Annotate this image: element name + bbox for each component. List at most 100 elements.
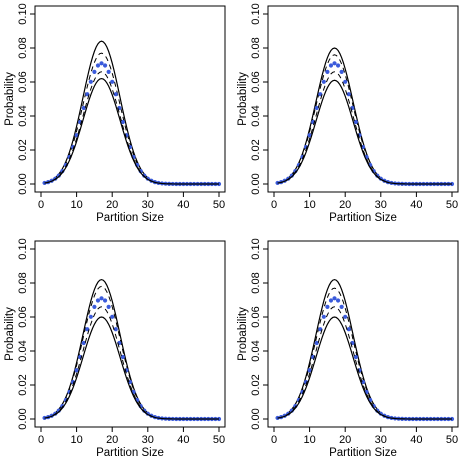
- envelope-line: [277, 316, 452, 420]
- x-axis-label: Partition Size: [329, 212, 397, 224]
- envelope-line: [277, 47, 452, 185]
- y-tick-label: 0.06: [250, 306, 262, 327]
- observed-point: [321, 79, 326, 84]
- y-axis-label: Probability: [237, 307, 249, 361]
- observed-point: [110, 314, 115, 319]
- x-tick-label: 50: [446, 434, 458, 446]
- x-tick-label: 10: [70, 199, 82, 211]
- y-axis-label: Probability: [4, 72, 16, 126]
- plot-frame: [267, 240, 459, 428]
- observed-point: [113, 92, 118, 97]
- envelope-line: [44, 316, 219, 420]
- observed-point: [321, 314, 326, 319]
- x-tick-label: 30: [375, 199, 387, 211]
- y-axis-label: Probability: [237, 72, 249, 126]
- y-tick-label: 0.00: [17, 173, 29, 194]
- observed-point: [92, 69, 97, 75]
- observed-point: [332, 61, 337, 66]
- observed-point: [335, 298, 341, 303]
- y-tick-label: 0.10: [250, 3, 262, 24]
- x-tick-label: 0: [271, 199, 277, 211]
- y-tick-label: 0.10: [250, 238, 262, 259]
- observed-point: [56, 173, 61, 178]
- chart-panel-2: 0 10 20 30 40 50 0.00 0.02 0.04 0.06 0.08 0.10 Parti…: [237, 3, 459, 224]
- observed-point: [70, 379, 76, 385]
- x-tick-label: 0: [38, 434, 44, 446]
- plot-frame: [34, 5, 226, 193]
- observed-point: [346, 92, 351, 97]
- envelope-line: [277, 278, 452, 420]
- x-tick-label: 40: [177, 434, 189, 446]
- observed-point: [99, 61, 104, 66]
- y-tick-label: 0.00: [250, 173, 262, 194]
- observed-point: [307, 368, 312, 373]
- y-tick-label: 0.08: [250, 272, 262, 293]
- envelope-line: [277, 79, 452, 185]
- y-tick-label: 0.08: [17, 37, 29, 58]
- observed-point: [106, 304, 111, 310]
- observed-point: [95, 298, 101, 303]
- y-tick-label: 0.02: [250, 139, 262, 160]
- x-tick-label: 10: [303, 434, 315, 446]
- observed-point: [102, 298, 108, 303]
- x-tick-label: 0: [38, 199, 44, 211]
- observed-point: [92, 304, 97, 310]
- x-tick-label: 20: [106, 434, 118, 446]
- dashed-line: [44, 285, 219, 420]
- x-axis-label: Partition Size: [96, 212, 164, 224]
- plot-frame: [267, 5, 459, 193]
- observed-point: [339, 69, 344, 75]
- y-tick-label: 0.04: [250, 340, 262, 361]
- observed-point: [102, 63, 108, 68]
- observed-point: [332, 296, 337, 301]
- x-tick-label: 30: [142, 199, 154, 211]
- x-tick-label: 30: [142, 434, 154, 446]
- plot-frame: [34, 240, 226, 428]
- x-tick-label: 10: [303, 199, 315, 211]
- observed-point: [328, 298, 334, 303]
- observed-point: [110, 79, 115, 84]
- y-tick-label: 0.02: [17, 139, 29, 160]
- observed-point: [95, 63, 101, 68]
- y-tick-label: 0.06: [250, 71, 262, 92]
- x-axis-label: Partition Size: [329, 447, 397, 459]
- observed-point: [328, 63, 334, 68]
- observed-point: [335, 63, 341, 68]
- envelope-line: [44, 278, 219, 420]
- observed-point: [353, 119, 358, 125]
- y-tick-label: 0.06: [17, 306, 29, 327]
- observed-point: [289, 173, 294, 178]
- x-tick-label: 50: [446, 199, 458, 211]
- y-tick-label: 0.08: [17, 272, 29, 293]
- x-tick-label: 20: [106, 199, 118, 211]
- y-tick-label: 0.04: [17, 105, 29, 126]
- observed-point: [314, 105, 319, 111]
- observed-point: [88, 79, 93, 84]
- dashed-line: [44, 306, 219, 420]
- x-tick-label: 10: [70, 434, 82, 446]
- x-tick-label: 40: [177, 199, 189, 211]
- y-tick-label: 0.02: [250, 374, 262, 395]
- observed-point: [113, 327, 118, 332]
- dashed-line: [277, 71, 452, 185]
- observed-point: [346, 327, 351, 332]
- observed-point: [303, 379, 309, 385]
- observed-point: [339, 304, 344, 310]
- y-tick-label: 0.04: [17, 340, 29, 361]
- dashed-line: [277, 54, 452, 185]
- x-axis-label: Partition Size: [96, 447, 164, 459]
- chart-panel-3: 0 10 20 30 40 50 0.00 0.02 0.04 0.06 0.08 0.10 Parti…: [4, 238, 226, 459]
- x-tick-label: 30: [375, 434, 387, 446]
- observed-point: [120, 354, 125, 360]
- dashed-line: [277, 287, 452, 420]
- dashed-line: [44, 71, 219, 185]
- x-tick-label: 20: [339, 199, 351, 211]
- observed-point: [81, 105, 86, 111]
- observed-point: [353, 354, 358, 360]
- observed-point: [307, 133, 312, 138]
- observed-point: [343, 314, 348, 319]
- chart-panel-4: 0 10 20 30 40 50 0.00 0.02 0.04 0.06 0.08 0.10 Parti…: [237, 238, 459, 459]
- observed-point: [81, 340, 86, 346]
- observed-point: [106, 69, 111, 75]
- x-tick-label: 50: [213, 434, 225, 446]
